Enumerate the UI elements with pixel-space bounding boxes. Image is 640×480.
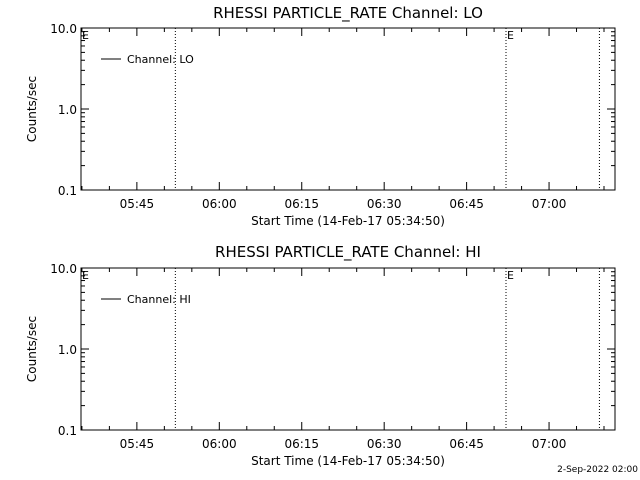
event-marker-label: E <box>507 29 514 42</box>
event-marker-label: E <box>507 269 514 282</box>
event-marker-label: E <box>82 269 89 282</box>
y-axis-label: Counts/sec <box>25 76 39 142</box>
x-tick-label: 06:15 <box>284 437 319 451</box>
legend-entry: Channel: HI <box>127 293 191 306</box>
x-tick-label: 07:00 <box>532 437 567 451</box>
chart-panel-1: RHESSI PARTICLE_RATE Channel: LO 0.1 1.0 10… <box>25 4 616 228</box>
chart-title: RHESSI PARTICLE_RATE Channel: HI <box>215 243 481 262</box>
y-tick-label: 1.0 <box>58 343 77 357</box>
y-axis-label: Counts/sec <box>25 316 39 382</box>
event-marker-label: E <box>82 29 89 42</box>
y-tick-label: 10.0 <box>50 22 77 36</box>
chart-title: RHESSI PARTICLE_RATE Channel: LO <box>213 4 483 23</box>
footer-timestamp: 2-Sep-2022 02:00 <box>557 465 638 475</box>
x-tick-label: 06:30 <box>367 197 402 211</box>
x-tick-label: 06:15 <box>284 197 319 211</box>
y-tick-label: 0.1 <box>58 184 77 198</box>
x-axis-label: Start Time (14-Feb-17 05:34:50) <box>251 214 445 228</box>
y-tick-label: 0.1 <box>58 424 77 438</box>
x-tick-label: 05:45 <box>120 197 155 211</box>
x-tick-label: 06:30 <box>367 437 402 451</box>
x-tick-label: 06:45 <box>449 197 484 211</box>
x-tick-label: 06:45 <box>449 437 484 451</box>
x-tick-label: 07:00 <box>532 197 567 211</box>
x-tick-label: 05:45 <box>120 437 155 451</box>
x-tick-label: 06:00 <box>202 437 237 451</box>
chart-panel-2: RHESSI PARTICLE_RATE Channel: HI 0.1 1.0 10… <box>25 243 616 468</box>
x-tick-label: 06:00 <box>202 197 237 211</box>
y-tick-label: 10.0 <box>50 262 77 276</box>
x-axis-label: Start Time (14-Feb-17 05:34:50) <box>251 454 445 468</box>
y-tick-label: 1.0 <box>58 103 77 117</box>
legend-entry: Channel: LO <box>127 53 194 66</box>
